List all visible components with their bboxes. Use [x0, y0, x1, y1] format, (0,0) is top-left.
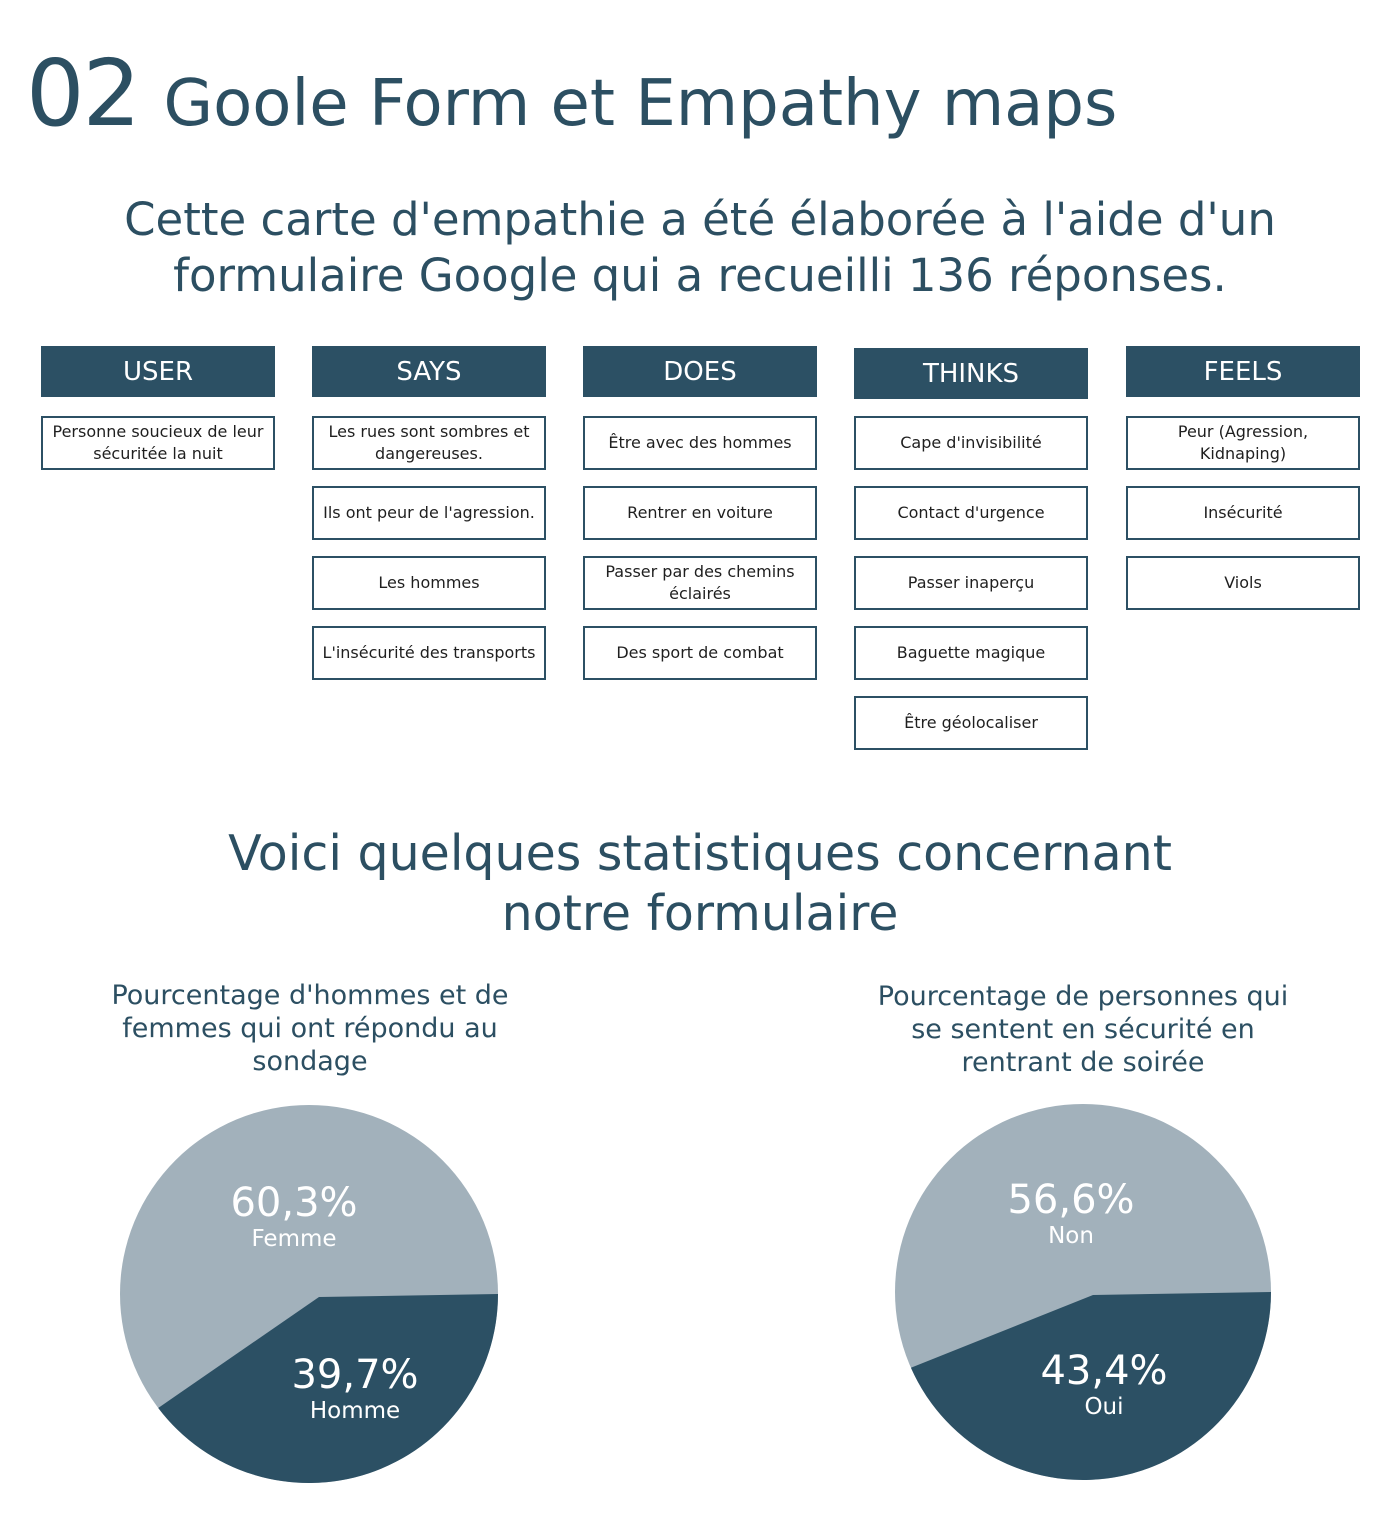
column-feels: FEELS Peur (Agression, Kidnaping) Insécu…	[1126, 346, 1360, 610]
map-card: Passer inaperçu	[854, 556, 1088, 610]
stats-line: Voici quelques statistiques concernant	[228, 825, 1172, 882]
map-card: Être géolocaliser	[854, 696, 1088, 750]
map-card: Des sport de combat	[583, 626, 817, 680]
slice-percent-label: 60,3%	[230, 1180, 357, 1226]
map-card: Les rues sont sombres et dangereuses.	[312, 416, 546, 470]
page-title: Goole Form et Empathy maps	[163, 67, 1118, 141]
column-header: SAYS	[312, 346, 546, 397]
slice-category-label: Homme	[310, 1398, 400, 1424]
map-card: Ils ont peur de l'agression.	[312, 486, 546, 540]
map-card: Contact d'urgence	[854, 486, 1088, 540]
slice-category-label: Non	[1048, 1223, 1094, 1249]
pie-chart-safety: 56,6%Non 43,4%Oui	[895, 1104, 1271, 1480]
chart-title-line: Pourcentage de personnes qui	[877, 981, 1289, 1012]
column-header: USER	[41, 346, 275, 397]
slice-percent-label: 39,7%	[291, 1352, 418, 1398]
pie-slice-oui	[910, 1292, 1271, 1480]
slice-category-label: Oui	[1084, 1394, 1123, 1420]
chart-title-line: rentrant de soirée	[961, 1047, 1205, 1078]
map-card: Peur (Agression, Kidnaping)	[1126, 416, 1360, 470]
column-header: DOES	[583, 346, 817, 397]
map-card: Baguette magique	[854, 626, 1088, 680]
chart-title-safety: Pourcentage de personnes qui se sentent …	[853, 980, 1313, 1079]
intro-text: Cette carte d'empathie a été élaborée à …	[0, 192, 1400, 304]
map-card: Rentrer en voiture	[583, 486, 817, 540]
chart-title-gender: Pourcentage d'hommes et de femmes qui on…	[80, 979, 540, 1078]
map-card: L'insécurité des transports	[312, 626, 546, 680]
stats-line: notre formulaire	[501, 885, 899, 942]
section-number: 02	[26, 40, 141, 147]
map-card: Être avec des hommes	[583, 416, 817, 470]
chart-title-line: femmes qui ont répondu au	[122, 1013, 498, 1044]
column-header: THINKS	[854, 348, 1088, 399]
map-card: Insécurité	[1126, 486, 1360, 540]
page-heading: 02 Goole Form et Empathy maps	[26, 48, 1117, 140]
slice-percent-label: 56,6%	[1007, 1177, 1134, 1223]
map-card: Passer par des chemins éclairés	[583, 556, 817, 610]
map-card: Personne soucieux de leur sécuritée la n…	[41, 416, 275, 470]
intro-line: Cette carte d'empathie a été élaborée à …	[124, 193, 1276, 246]
chart-title-line: sondage	[252, 1046, 368, 1077]
chart-title-line: Pourcentage d'hommes et de	[111, 980, 509, 1011]
column-header: FEELS	[1126, 346, 1360, 397]
map-card: Cape d'invisibilité	[854, 416, 1088, 470]
pie-slice-homme	[158, 1294, 498, 1483]
stats-heading: Voici quelques statistiques concernant n…	[0, 824, 1400, 944]
slice-percent-label: 43,4%	[1040, 1348, 1167, 1394]
column-thinks: THINKS Cape d'invisibilité Contact d'urg…	[854, 348, 1088, 750]
column-says: SAYS Les rues sont sombres et dangereuse…	[312, 346, 546, 680]
column-user: USER Personne soucieux de leur sécuritée…	[41, 346, 275, 470]
slice-category-label: Femme	[251, 1226, 336, 1252]
map-card: Viols	[1126, 556, 1360, 610]
intro-line: formulaire Google qui a recueilli 136 ré…	[173, 249, 1227, 302]
chart-title-line: se sentent en sécurité en	[911, 1014, 1255, 1045]
column-does: DOES Être avec des hommes Rentrer en voi…	[583, 346, 817, 680]
pie-chart-gender: 60,3%Femme 39,7%Homme	[120, 1105, 498, 1483]
map-card: Les hommes	[312, 556, 546, 610]
